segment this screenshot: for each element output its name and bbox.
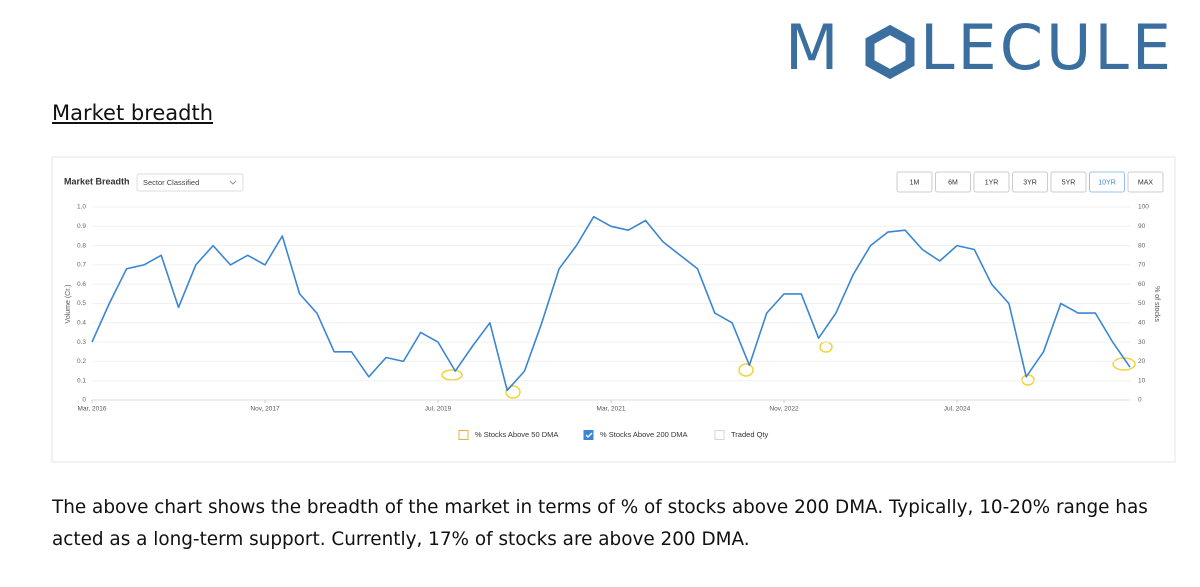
heading: Market breadth — [52, 101, 214, 125]
range-button[interactable] — [973, 171, 1010, 193]
range-button-label: 3YR — [1023, 179, 1037, 186]
legend-label: % Stocks Above 200 DMA — [600, 430, 688, 439]
highlight — [738, 363, 754, 377]
y2-tick-label: 0 — [1138, 397, 1142, 404]
range-button[interactable] — [1127, 171, 1164, 193]
y-tick-label: 0 — [82, 397, 86, 404]
highlight — [505, 385, 521, 399]
range-button[interactable] — [1089, 171, 1125, 193]
legend-label: % Stocks Above 50 DMA — [475, 430, 558, 439]
highlight — [441, 369, 463, 381]
y2-tick-label: 50 — [1138, 300, 1146, 307]
x-tick-label: Jul, 2019 — [425, 406, 452, 413]
chart-title: Market Breadth — [64, 176, 130, 186]
y-tick-label: 0.8 — [77, 242, 86, 249]
x-tick-label: Mar, 2016 — [78, 406, 107, 413]
y2-axis-title: % of stocks — [1153, 286, 1160, 322]
y-axis-title: Volume (Cr.) — [65, 285, 72, 324]
range-button-label: 6M — [948, 179, 958, 186]
range-button[interactable] — [935, 171, 971, 193]
y2-tick-label: 60 — [1138, 281, 1146, 288]
y-tick-label: 1.0 — [77, 204, 86, 211]
y-tick-label: 0.9 — [77, 223, 86, 230]
legend-checkbox[interactable] — [714, 430, 725, 440]
legend-label: Traded Qty — [731, 430, 768, 439]
range-button-label: 5YR — [1062, 179, 1076, 186]
dropdown[interactable] — [136, 173, 244, 192]
y-tick-label: 0.5 — [77, 300, 86, 307]
logo-right: LECULE — [920, 11, 1174, 84]
y-tick-label: 0.7 — [77, 262, 86, 269]
y2-tick-label: 70 — [1138, 262, 1146, 269]
y2-tick-label: 80 — [1138, 242, 1146, 249]
chart-frame — [51, 156, 1176, 463]
legend-checkbox[interactable] — [458, 430, 469, 440]
range-button-label: 1YR — [985, 179, 999, 186]
paragraph: The above chart shows the breadth of the… — [52, 497, 1148, 550]
dropdown-arrow — [229, 180, 237, 185]
y2-tick-label: 100 — [1138, 204, 1149, 211]
legend-checkbox[interactable] — [583, 430, 594, 440]
y-tick-label: 0.6 — [77, 281, 86, 288]
dropdown-label: Sector Classified — [143, 178, 199, 187]
range-button[interactable] — [896, 171, 933, 193]
range-button-label: MAX — [1138, 179, 1154, 186]
range-button-label: 1M — [910, 179, 920, 186]
x-tick-label: Nov, 2017 — [250, 406, 280, 413]
range-button[interactable] — [1050, 171, 1087, 193]
y2-tick-label: 10 — [1138, 377, 1146, 384]
logo-hexagon — [865, 24, 915, 80]
x-tick-label: Mar, 2021 — [597, 406, 626, 413]
range-button-label: 10YR — [1098, 179, 1116, 186]
y-tick-label: 0.1 — [77, 377, 86, 384]
range-button[interactable] — [1012, 171, 1048, 193]
x-tick-label: Jul, 2024 — [944, 406, 971, 413]
legend-check — [585, 432, 593, 438]
line — [91, 215, 1131, 392]
y2-tick-label: 30 — [1138, 339, 1146, 346]
y2-tick-label: 90 — [1138, 223, 1146, 230]
y2-tick-label: 20 — [1138, 358, 1146, 365]
y-tick-label: 0.4 — [77, 320, 86, 327]
y-tick-label: 0.2 — [77, 358, 86, 365]
logo-left: M — [785, 11, 839, 84]
y2-tick-label: 40 — [1138, 320, 1146, 327]
y-tick-label: 0.3 — [77, 339, 86, 346]
x-tick-label: Nov, 2022 — [769, 406, 799, 413]
